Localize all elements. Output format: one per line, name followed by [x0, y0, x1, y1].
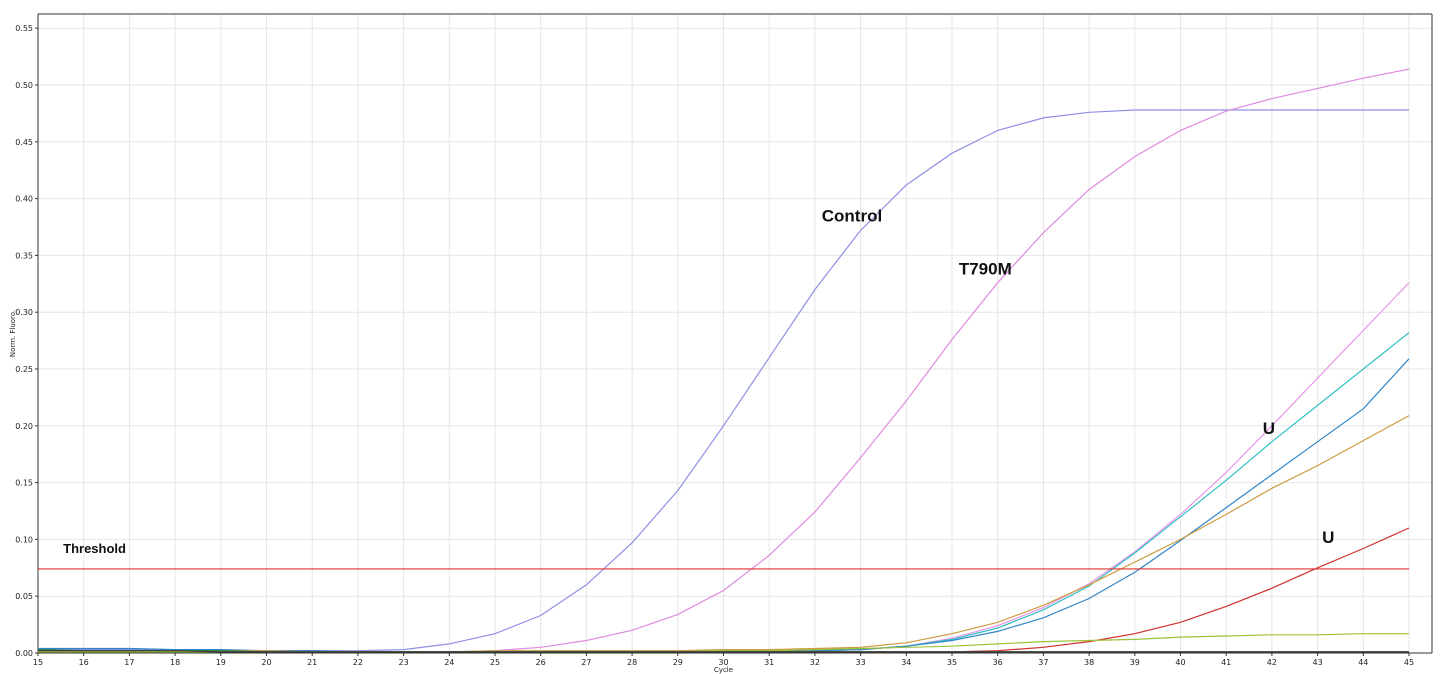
grid — [37, 14, 1432, 654]
x-tick-label: 36 — [993, 658, 1003, 667]
annotation-label: T790M — [959, 260, 1012, 279]
annotation-label: Threshold — [63, 541, 126, 556]
x-tick-label: 31 — [764, 658, 774, 667]
x-tick-label: 37 — [1038, 658, 1048, 667]
x-tick-label: 20 — [261, 658, 271, 667]
x-tick-label: 34 — [901, 658, 911, 667]
series-line-6 — [38, 415, 1410, 653]
x-tick-label: 33 — [856, 658, 866, 667]
x-tick-label: 32 — [810, 658, 820, 667]
x-tick-label: 39 — [1130, 658, 1140, 667]
x-tick-label: 41 — [1221, 658, 1231, 667]
x-tick-label: 43 — [1313, 658, 1323, 667]
x-tick-label: 23 — [399, 658, 409, 667]
x-tick-label: 24 — [444, 658, 454, 667]
x-tick-label: 18 — [170, 658, 180, 667]
x-tick-label: 44 — [1358, 658, 1368, 667]
x-tick-label: 27 — [581, 658, 591, 667]
y-axis-title: Norm. Fluoro. — [9, 310, 17, 357]
annotation-label: Control — [822, 206, 882, 225]
x-tick-label: 28 — [627, 658, 637, 667]
series-lines — [37, 68, 1410, 653]
x-tick-label: 38 — [1084, 658, 1094, 667]
x-axis-title: Cycle — [714, 666, 733, 674]
annotation-label: U — [1263, 419, 1275, 438]
x-tick-label: 22 — [353, 658, 363, 667]
x-tick-label: 30 — [718, 658, 728, 667]
x-tick-label: 15 — [33, 658, 43, 667]
annotation-label: U — [1322, 528, 1334, 547]
y-tick-label: 0.25 — [15, 365, 33, 374]
annotations: Control T790M U U Threshold — [63, 206, 1334, 556]
x-tick-label: 29 — [673, 658, 683, 667]
y-tick-label: 0.55 — [15, 24, 33, 33]
y-tick-label: 0.15 — [15, 479, 33, 488]
x-tick-label: 16 — [79, 658, 89, 667]
series-line-10 — [38, 650, 1409, 653]
y-tick-label: 0.40 — [15, 195, 33, 204]
x-tick-label: 19 — [216, 658, 226, 667]
x-tick-label: 40 — [1175, 658, 1185, 667]
y-tick-label: 0.00 — [15, 649, 33, 658]
axis-ticks: 0.00 0.05 0.10 0.15 0.20 0.25 0.30 0.35 0.40 0.45… — [15, 24, 1414, 667]
x-tick-label: 21 — [307, 658, 317, 667]
x-tick-label: 17 — [124, 658, 134, 667]
y-tick-label: 0.20 — [15, 422, 33, 431]
y-tick-label: 0.45 — [15, 138, 33, 147]
y-tick-label: 0.50 — [15, 81, 33, 90]
x-tick-label: 42 — [1267, 658, 1277, 667]
y-tick-label: 0.35 — [15, 251, 33, 260]
y-tick-label: 0.10 — [15, 535, 33, 544]
plot-frame — [37, 13, 1433, 654]
x-tick-label: 25 — [490, 658, 500, 667]
y-tick-label: 0.05 — [15, 592, 33, 601]
y-tick-label: 0.30 — [15, 308, 33, 317]
x-tick-label: 35 — [947, 658, 957, 667]
x-tick-label: 26 — [536, 658, 546, 667]
x-tick-label: 45 — [1404, 658, 1414, 667]
